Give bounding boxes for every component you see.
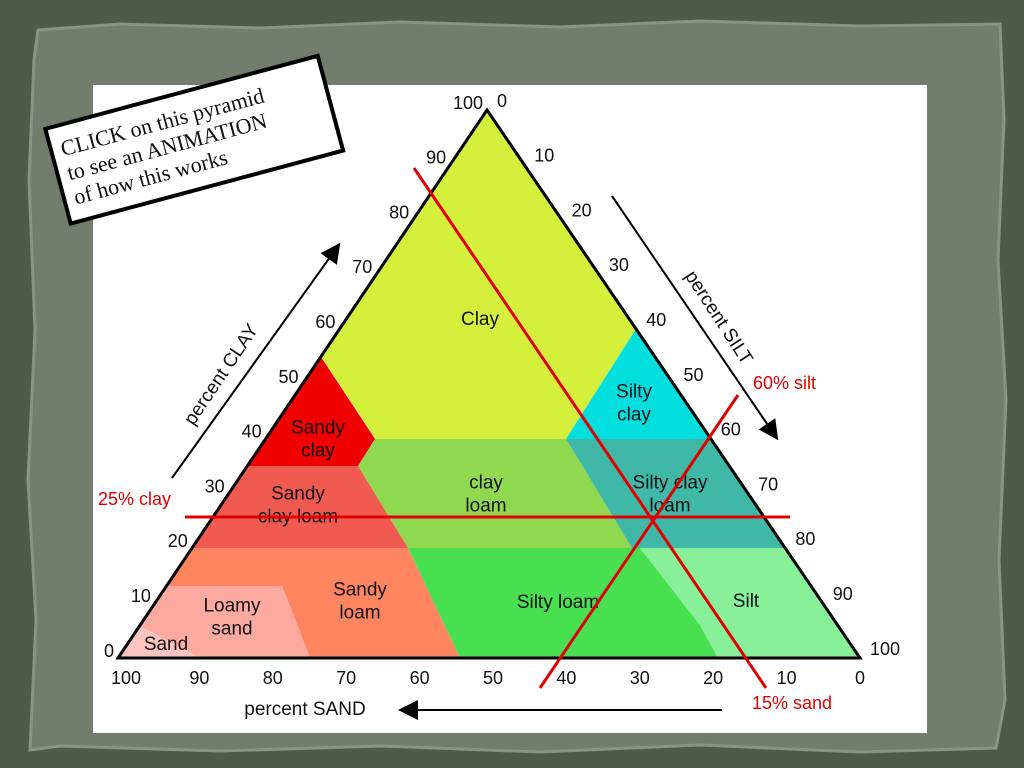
clay-tick-label: 50 <box>278 367 298 387</box>
sand-annotation: 15% sand <box>752 693 832 713</box>
silt-tick-label: 100 <box>870 639 900 659</box>
clay-tick-label: 60 <box>315 312 335 332</box>
region-label: Silt <box>733 591 760 612</box>
region-label: Sand <box>144 634 188 655</box>
sand-tick-label: 10 <box>777 668 797 688</box>
silt-line <box>412 167 768 689</box>
triangle-outline <box>115 107 863 660</box>
silt-tick-label: 70 <box>758 474 778 494</box>
sand-tick-label: 70 <box>336 668 356 688</box>
region-label: clay <box>469 473 503 494</box>
axis-arrows <box>171 195 779 720</box>
region-clay-loam <box>358 439 632 548</box>
silt-tick-label: 80 <box>795 529 815 549</box>
clay-tick-label: 40 <box>242 422 262 442</box>
region-label: sand <box>211 619 252 640</box>
region-label: Clay <box>461 309 500 330</box>
region-label: loam <box>339 603 380 624</box>
region-sand <box>118 626 200 658</box>
sand-axis-label: percent SAND <box>244 699 365 720</box>
sand-tick-label: 80 <box>263 668 283 688</box>
region-label: clay <box>617 405 651 426</box>
silt-tick-label: 20 <box>572 200 592 220</box>
silt-tick-label: 90 <box>833 584 853 604</box>
region-label: Silty clay <box>633 473 708 494</box>
region-label: clay <box>301 441 335 462</box>
clay-tick-label: 80 <box>389 202 409 222</box>
region-label: Sandy <box>271 484 325 505</box>
region-label: loam <box>649 496 690 517</box>
clay-arrow <box>171 242 341 479</box>
sand-tick-label: 30 <box>630 668 650 688</box>
clay-tick-label: 100 <box>453 93 483 113</box>
silt-tick-label: 0 <box>497 91 507 111</box>
region-sandy-loam <box>165 548 460 658</box>
sand-tick-label: 60 <box>410 668 430 688</box>
silt-tick-label: 10 <box>534 146 554 166</box>
region-label: Loamy <box>203 596 261 617</box>
region-silty-clay <box>566 329 711 439</box>
sand-tick-label: 40 <box>556 668 576 688</box>
silt-arrow <box>611 195 779 441</box>
region-silt <box>640 548 860 658</box>
silt-tick-label: 40 <box>646 310 666 330</box>
region-sandy-clay <box>247 357 375 466</box>
clay-annotation: 25% clay <box>98 489 171 509</box>
region-label: Silty <box>616 382 652 403</box>
region-silty-loam <box>408 548 718 658</box>
note-box <box>42 53 346 226</box>
silt-tick-label: 30 <box>609 255 629 275</box>
region-sandy-clay-loam <box>192 466 408 548</box>
clay-tick-label: 90 <box>426 148 446 168</box>
region-label: Sandy <box>333 580 387 601</box>
clay-tick-label: 10 <box>131 586 151 606</box>
sand-line <box>538 394 740 689</box>
clay-tick-label: 30 <box>205 476 225 496</box>
region-clay <box>321 110 636 439</box>
clay-tick-label: 70 <box>352 257 372 277</box>
reading-lines <box>185 167 790 689</box>
sand-tick-label: 20 <box>703 668 723 688</box>
region-label: Sandy <box>291 418 345 439</box>
clay-tick-label: 0 <box>104 641 114 661</box>
silt-tick-label: 60 <box>721 420 741 440</box>
sand-tick-label: 90 <box>189 668 209 688</box>
sand-tick-label: 0 <box>855 668 865 688</box>
region-label: loam <box>465 496 506 517</box>
region-loamy-sand <box>140 586 310 658</box>
clay-tick-label: 20 <box>168 531 188 551</box>
silt-annotation: 60% silt <box>753 373 816 393</box>
sand-tick-label: 100 <box>111 668 141 688</box>
region-label: Silty loam <box>517 592 599 613</box>
silt-tick-label: 50 <box>684 365 704 385</box>
sand-tick-label: 50 <box>483 668 503 688</box>
region-silty-clay-loam <box>566 439 785 548</box>
